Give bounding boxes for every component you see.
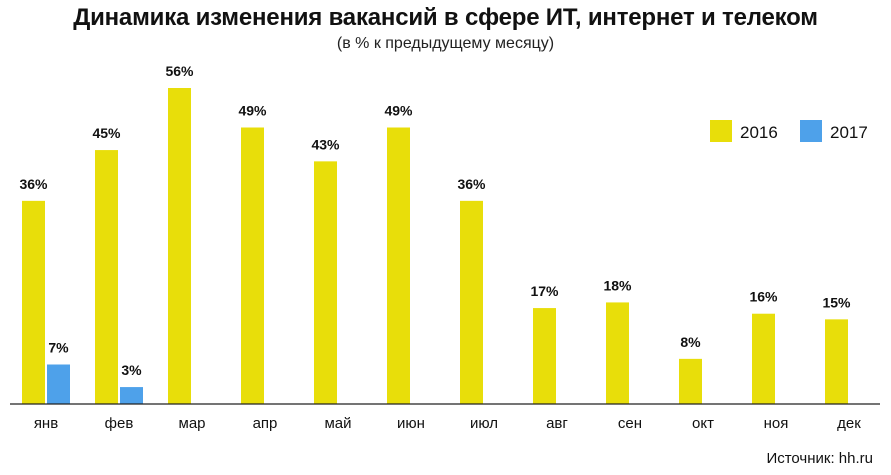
bar-2016-сен xyxy=(606,302,629,404)
data-label-2016-янв: 36% xyxy=(19,176,48,192)
data-label-2016-дек: 15% xyxy=(822,294,851,310)
legend-swatch-2017 xyxy=(800,120,822,142)
bar-2016-ноя xyxy=(752,313,775,404)
data-label-2016-июл: 36% xyxy=(457,176,486,192)
x-tick-label: сен xyxy=(618,415,642,432)
x-tick-label: апр xyxy=(253,415,278,432)
x-tick-label: авг xyxy=(546,415,568,432)
x-tick-label: ноя xyxy=(764,415,789,432)
data-label-2016-окт: 8% xyxy=(680,334,701,350)
x-tick-label: июл xyxy=(470,415,498,432)
data-label-2016-фев: 45% xyxy=(92,125,121,141)
bar-2016-июн xyxy=(387,127,410,404)
data-label-2016-июн: 49% xyxy=(384,103,413,119)
x-tick-label: мар xyxy=(179,415,206,432)
bar-2016-апр xyxy=(241,127,264,404)
source-note: Источник: hh.ru xyxy=(766,450,873,467)
chart-title: Динамика изменения вакансий в сфере ИТ, … xyxy=(73,4,818,31)
bar-2017-янв xyxy=(47,364,70,404)
bar-2016-июл xyxy=(460,200,483,404)
bar-2016-окт xyxy=(679,358,702,404)
bar-2016-авг xyxy=(533,308,556,404)
data-label-2017-янв: 7% xyxy=(48,340,69,356)
chart-subtitle: (в % к предыдущему месяцу) xyxy=(336,35,555,52)
data-label-2017-фев: 3% xyxy=(121,362,142,378)
data-label-2016-апр: 49% xyxy=(238,103,267,119)
bar-2016-фев xyxy=(95,150,118,404)
data-label-2016-мар: 56% xyxy=(165,63,194,79)
legend-label-2017: 2017 xyxy=(830,123,868,142)
bar-2016-янв xyxy=(22,200,45,404)
x-tick-label: окт xyxy=(692,415,714,432)
bar-2016-дек xyxy=(825,319,848,404)
bar-2017-фев xyxy=(120,387,143,404)
x-tick-label: май xyxy=(324,415,351,432)
x-tick-label: дек xyxy=(837,415,861,432)
data-label-2016-ноя: 16% xyxy=(749,289,778,305)
bar-2016-мар xyxy=(168,88,191,404)
data-label-2016-сен: 18% xyxy=(603,277,632,293)
x-tick-label: янв xyxy=(34,415,58,432)
legend-label-2016: 2016 xyxy=(740,123,778,142)
x-tick-label: июн xyxy=(397,415,425,432)
x-tick-label: фев xyxy=(105,415,134,432)
data-label-2016-авг: 17% xyxy=(530,283,559,299)
data-label-2016-май: 43% xyxy=(311,136,340,152)
legend-swatch-2016 xyxy=(710,120,732,142)
bar-2016-май xyxy=(314,161,337,404)
